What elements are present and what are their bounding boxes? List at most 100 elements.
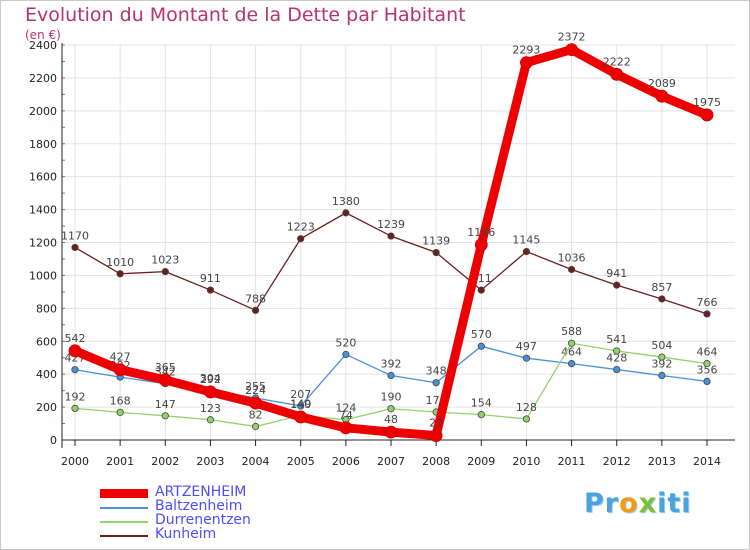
data-label-artzenheim: 365 [155,361,176,374]
data-point-kunheim [161,268,169,276]
data-label-artzenheim: 2372 [558,31,586,44]
data-point-durrenentzen [477,411,485,419]
y-tick-label: 400 [36,368,57,381]
y-tick-label: 800 [36,302,57,315]
x-tick-label: 2011 [558,455,586,468]
data-label-baltzenheim: 304 [200,372,221,385]
data-label-artzenheim: 542 [65,332,86,345]
data-point-kunheim [477,286,485,294]
y-tick-label: 1400 [29,204,57,217]
data-point-artzenheim [68,344,82,358]
y-tick-label: 1000 [29,269,57,282]
data-label-artzenheim: 2089 [648,77,676,90]
data-point-artzenheim [429,429,443,442]
y-tick-label: 1800 [29,138,57,151]
data-label-artzenheim: 1186 [467,226,495,239]
data-label-kunheim: 766 [697,296,718,309]
y-tick-label: 1200 [29,237,57,250]
data-label-baltzenheim: 255 [245,380,266,393]
data-label-durrenentzen: 504 [651,339,672,352]
data-point-baltzenheim [613,365,621,374]
unit-label: (en €) [25,28,61,42]
data-label-durrenentzen: 147 [155,398,176,411]
data-label-baltzenheim: 428 [606,352,627,365]
data-point-kunheim [71,243,79,252]
legend-item-durrenentzen: Durrenentzen [100,512,360,528]
data-point-kunheim [522,247,531,256]
x-tick-label: 2008 [422,455,450,468]
data-point-artzenheim [339,421,353,435]
data-label-kunheim: 941 [606,267,627,280]
data-point-artzenheim [520,56,533,70]
data-point-baltzenheim [567,360,576,368]
data-label-kunheim: 1223 [287,221,315,234]
data-point-baltzenheim [658,371,666,380]
data-label-baltzenheim: 356 [697,363,718,376]
data-label-durrenentzen: 149 [290,397,311,410]
data-point-artzenheim [700,108,714,122]
data-point-baltzenheim [477,342,485,350]
data-point-durrenentzen [206,416,215,424]
legend-item-artzenheim: ARTZENHEIM [100,484,360,500]
legend-swatch [100,507,148,509]
data-point-artzenheim [474,238,488,252]
data-point-baltzenheim [71,366,79,374]
x-tick-label: 2001 [106,455,134,468]
data-point-artzenheim [294,410,308,424]
data-label-artzenheim: 292 [200,373,221,386]
legend-label: ARTZENHEIM [155,484,247,500]
legend: ARTZENHEIM Baltzenheim Durrenentzen Kunheim [100,484,360,542]
x-tick-label: 2003 [196,455,224,468]
data-label-baltzenheim: 570 [471,328,492,341]
data-label-durrenentzen: 123 [200,402,221,415]
legend-label: Baltzenheim [155,498,243,514]
data-point-kunheim [297,235,305,243]
data-label-baltzenheim: 392 [651,357,672,370]
data-point-artzenheim [610,67,624,81]
data-point-durrenentzen [613,347,621,355]
y-tick-label: 2400 [29,39,57,52]
data-label-baltzenheim: 207 [290,388,311,401]
data-point-kunheim [432,248,440,257]
data-label-durrenentzen: 541 [606,333,627,346]
data-label-kunheim: 1170 [61,229,89,242]
data-point-baltzenheim [432,379,440,387]
data-label-baltzenheim: 497 [516,340,537,353]
data-point-artzenheim [158,373,172,387]
data-label-kunheim: 1010 [106,256,134,269]
data-label-durrenentzen: 168 [110,394,131,407]
data-point-kunheim [567,265,576,274]
data-point-kunheim [342,209,350,217]
x-tick-label: 2014 [693,455,721,468]
data-point-artzenheim [204,385,217,399]
data-point-baltzenheim [297,402,305,410]
data-label-kunheim: 1145 [512,234,540,247]
data-label-kunheim: 857 [651,281,672,294]
data-point-artzenheim [655,89,669,103]
data-label-durrenentzen: 82 [249,409,263,422]
y-tick-label: 600 [36,335,57,348]
x-tick-label: 2006 [332,455,360,468]
y-tick-label: 2000 [29,105,57,118]
data-label-artzenheim: 27 [429,417,443,430]
x-tick-label: 2002 [151,455,179,468]
data-label-durrenentzen: 588 [561,325,582,338]
legend-item-kunheim: Kunheim [100,526,360,542]
legend-swatch [100,535,148,537]
data-point-durrenentzen [658,353,666,361]
data-point-artzenheim [384,425,398,439]
legend-label: Kunheim [155,526,217,542]
data-label-kunheim: 1036 [558,251,586,264]
x-tick-label: 2010 [512,455,540,468]
data-point-artzenheim [565,43,578,57]
data-label-kunheim: 1380 [332,195,360,208]
x-tick-label: 2000 [61,455,89,468]
data-label-kunheim: 1139 [422,235,450,248]
data-point-baltzenheim [522,354,531,362]
x-tick-label: 2005 [287,455,315,468]
x-tick-label: 2012 [603,455,631,468]
data-label-kunheim: 1239 [377,218,405,231]
data-point-durrenentzen [703,360,711,368]
data-label-artzenheim: 2222 [603,55,631,68]
data-label-baltzenheim: 520 [335,336,356,349]
